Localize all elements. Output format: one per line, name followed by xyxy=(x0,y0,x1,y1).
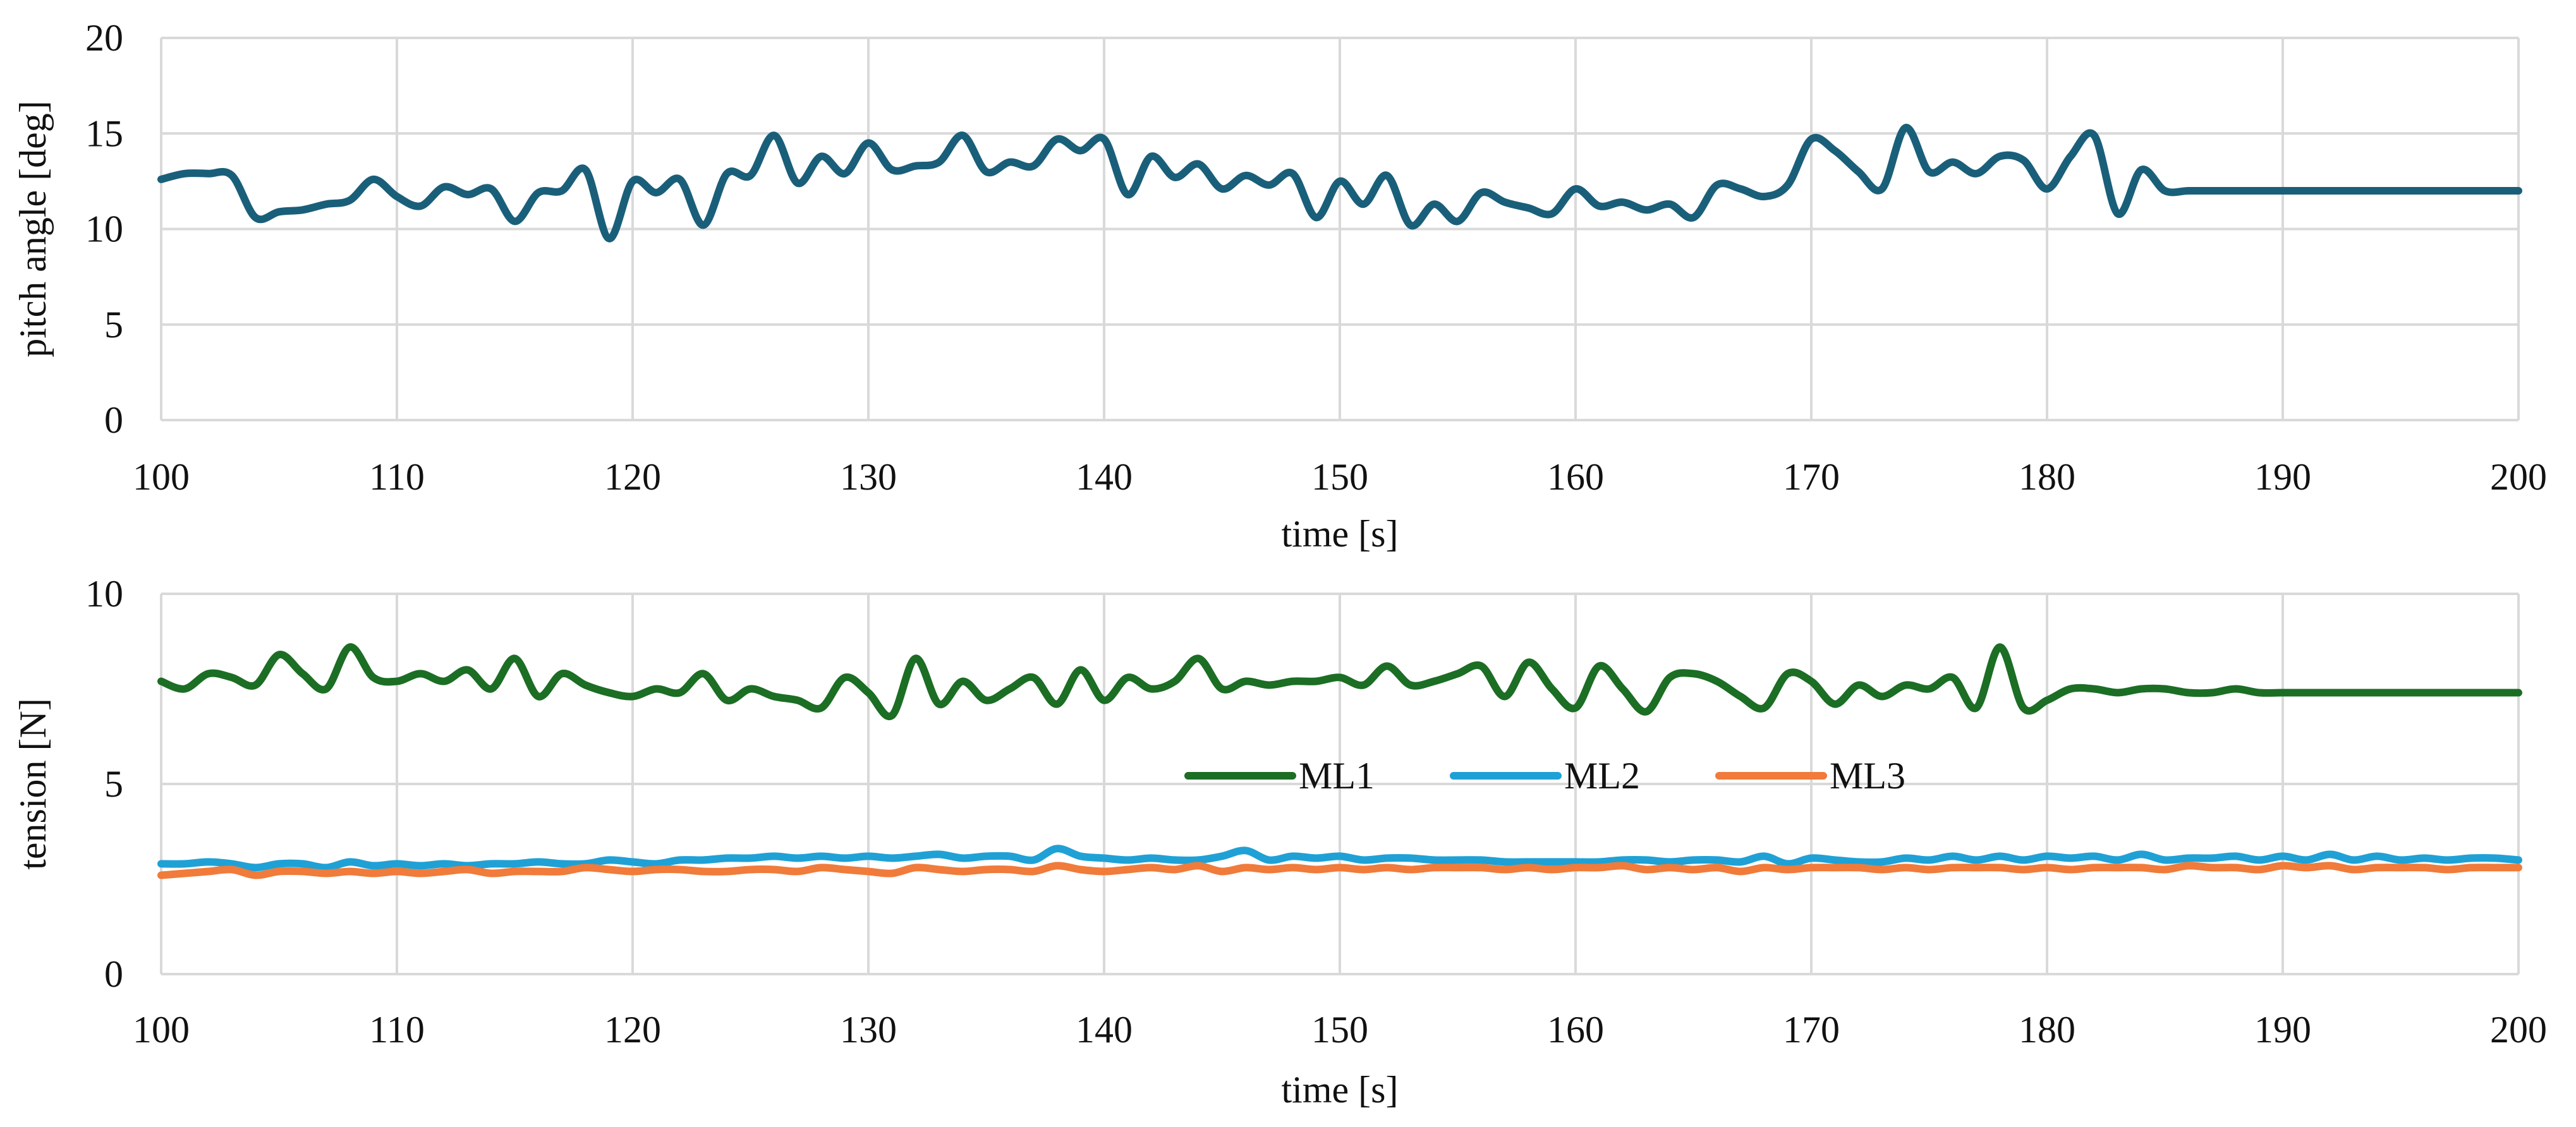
x-tick-label: 200 xyxy=(2490,1009,2547,1051)
x-tick-label: 100 xyxy=(133,456,190,498)
x-tick-label: 140 xyxy=(1076,1009,1133,1051)
x-tick-label: 120 xyxy=(604,1009,661,1051)
y-tick-label: 0 xyxy=(104,953,123,995)
y-tick-label: 0 xyxy=(104,399,123,441)
chart-panel-1: 100 110 120 130 140 150 160 170 180 190 200 0 5 10 15 2… xyxy=(12,17,2547,555)
series-line-ml1 xyxy=(157,643,2522,720)
x-tick-label: 110 xyxy=(369,1009,425,1051)
series-line-ml3 xyxy=(157,862,2522,879)
x-tick-label: 130 xyxy=(840,1009,897,1051)
x-tick-label: 130 xyxy=(840,456,897,498)
y-tick-label: 20 xyxy=(85,17,123,59)
x-tick-label: 160 xyxy=(1547,1009,1604,1051)
x-tick-label: 180 xyxy=(2019,1009,2075,1051)
legend-label: ML1 xyxy=(1299,755,1375,797)
x-tick-label: 140 xyxy=(1076,456,1133,498)
x-tick-label: 110 xyxy=(369,456,425,498)
y-tick-label: 10 xyxy=(85,208,123,250)
x-tick-label: 120 xyxy=(604,456,661,498)
x-tick-label: 150 xyxy=(1311,1009,1368,1051)
x-tick-label: 190 xyxy=(2254,1009,2311,1051)
y-tick-label: 15 xyxy=(85,112,123,154)
series-line-pitch-angle xyxy=(157,124,2522,243)
legend: ML1 ML2 ML3 xyxy=(1184,755,1905,797)
chart-panel-2: 100 110 120 130 140 150 160 170 180 190 200 0 5 10 tim… xyxy=(12,573,2547,1111)
x-tick-label: 100 xyxy=(133,1009,190,1051)
x-tick-label: 160 xyxy=(1547,456,1604,498)
y-tick-label: 5 xyxy=(104,304,123,346)
y-axis-title: pitch angle [deg] xyxy=(12,100,54,358)
x-tick-label: 190 xyxy=(2254,456,2311,498)
x-axis-title: time [s] xyxy=(1282,513,1399,555)
x-tick-label: 150 xyxy=(1311,456,1368,498)
x-axis-title: time [s] xyxy=(1282,1069,1399,1111)
y-tick-label: 10 xyxy=(85,573,123,615)
series-line-ml2 xyxy=(157,845,2522,872)
y-axis-title: tension [N] xyxy=(12,698,54,870)
x-tick-label: 170 xyxy=(1783,1009,1840,1051)
x-tick-label: 200 xyxy=(2490,456,2547,498)
y-tick-label: 5 xyxy=(104,763,123,805)
x-tick-label: 170 xyxy=(1783,456,1840,498)
legend-label: ML2 xyxy=(1564,755,1640,797)
x-tick-label: 180 xyxy=(2019,456,2075,498)
legend-label: ML3 xyxy=(1830,755,1905,797)
